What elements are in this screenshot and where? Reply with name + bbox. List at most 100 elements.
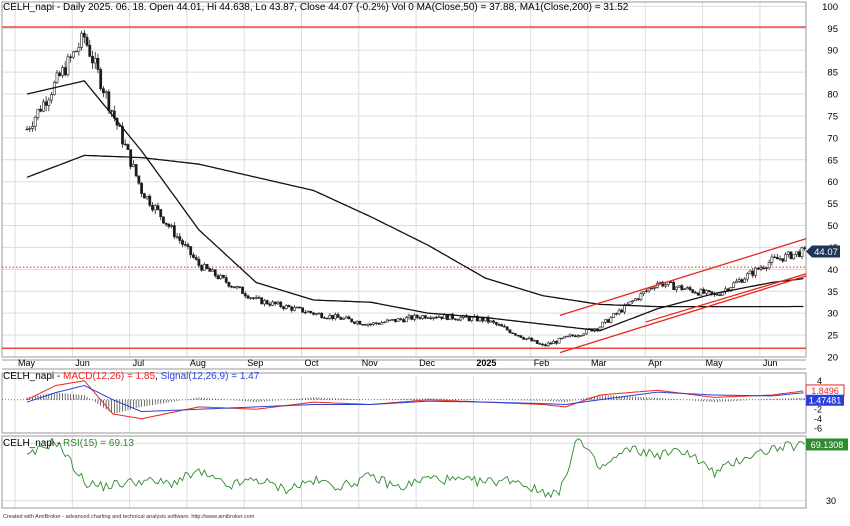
macd-value-label: 1.8496 <box>811 386 839 396</box>
candle-body <box>380 322 384 325</box>
candle-body <box>104 91 108 94</box>
candle-body <box>323 317 326 319</box>
candle-body <box>61 67 64 77</box>
candle-body <box>609 317 613 323</box>
candle-body <box>151 205 154 211</box>
signal-value-label: 1.47481 <box>809 396 842 406</box>
candle-body <box>489 320 493 323</box>
candle-body <box>284 305 288 309</box>
candle-body <box>36 108 40 118</box>
candle-body <box>333 314 337 320</box>
candle-body <box>372 322 375 325</box>
candle-body <box>69 56 73 58</box>
candle-body <box>265 300 269 305</box>
candle-body <box>339 317 343 320</box>
candle-body <box>271 301 274 306</box>
candle-body <box>145 195 149 199</box>
candle-body <box>546 342 550 347</box>
candle-body <box>134 164 138 177</box>
candle-body <box>260 297 264 305</box>
candle-body <box>505 326 509 331</box>
candle-body <box>628 301 632 305</box>
candle-body <box>107 91 111 111</box>
candle-body <box>178 236 182 241</box>
candle-body <box>560 337 564 340</box>
candle-body <box>440 316 444 319</box>
candle-body <box>31 126 34 129</box>
candle-body <box>751 270 755 276</box>
signal-value-tag <box>806 394 844 406</box>
candle-body <box>243 293 247 297</box>
candle-body <box>350 318 354 323</box>
candle-body <box>110 110 113 112</box>
candle-body <box>598 326 602 331</box>
candle-body <box>500 324 504 327</box>
candle-body <box>186 244 190 247</box>
candle-body <box>355 321 359 324</box>
candle-body <box>432 316 435 319</box>
x-tick-label: Jun <box>75 358 90 368</box>
y-tick-label: 85 <box>827 68 838 79</box>
candle-body <box>273 301 277 305</box>
candle-body <box>582 333 586 336</box>
macd-y-tick-label: 4 <box>817 376 822 386</box>
y-tick-label: 70 <box>827 133 838 144</box>
candle-body <box>685 287 689 290</box>
candle-body <box>25 128 29 131</box>
rsi-value-label: 69.1308 <box>811 440 844 450</box>
candle-body <box>486 316 490 323</box>
candle-body <box>735 280 738 284</box>
y-tick-label: 20 <box>827 353 838 364</box>
candle-body <box>317 312 321 315</box>
candle-body <box>434 316 438 319</box>
candle-body <box>50 94 53 101</box>
candle-body <box>91 56 94 64</box>
candle-body <box>55 72 59 83</box>
x-tick-label: Dec <box>419 358 436 368</box>
candle-body <box>347 316 351 320</box>
candle-body <box>369 323 373 326</box>
candle-body <box>80 32 83 48</box>
candle-body <box>358 321 362 325</box>
candle-body <box>44 101 48 106</box>
candle-body <box>224 277 228 283</box>
macd-y-tick-label: -4 <box>814 414 822 424</box>
candle-body <box>99 69 103 89</box>
macd-y-tick-label: -6 <box>814 423 822 433</box>
candle-body <box>554 341 558 344</box>
candle-body <box>503 325 506 328</box>
candle-body <box>429 317 433 319</box>
signal-line <box>26 384 804 413</box>
candle-body <box>541 343 545 346</box>
candle-body <box>614 313 618 315</box>
x-tick-label: Mar <box>591 358 607 368</box>
candle-body <box>142 193 146 199</box>
candle-body <box>82 32 86 38</box>
channel-lower-line <box>559 275 807 354</box>
candle-body <box>740 279 744 283</box>
candle-body <box>557 337 561 344</box>
candle-body <box>527 337 531 340</box>
candle-body <box>197 259 201 266</box>
candle-body <box>314 312 318 315</box>
candle-body <box>175 236 179 238</box>
candle-body <box>47 99 51 106</box>
candle-body <box>683 288 686 290</box>
candle-body <box>522 337 526 340</box>
candle-body <box>129 149 133 167</box>
channel-upper-line <box>559 238 807 316</box>
candle-body <box>93 58 97 64</box>
candle-body <box>227 281 231 287</box>
candle-body <box>524 338 528 340</box>
y-tick-label: 80 <box>827 90 838 101</box>
candle-body <box>41 101 45 112</box>
candle-body <box>647 287 651 292</box>
candle-body <box>290 306 294 311</box>
candle-body <box>39 108 43 112</box>
candle-body <box>606 319 610 323</box>
candle-body <box>604 319 607 323</box>
candle-body <box>773 256 777 259</box>
candle-body <box>694 292 697 294</box>
candle-body <box>601 321 605 328</box>
